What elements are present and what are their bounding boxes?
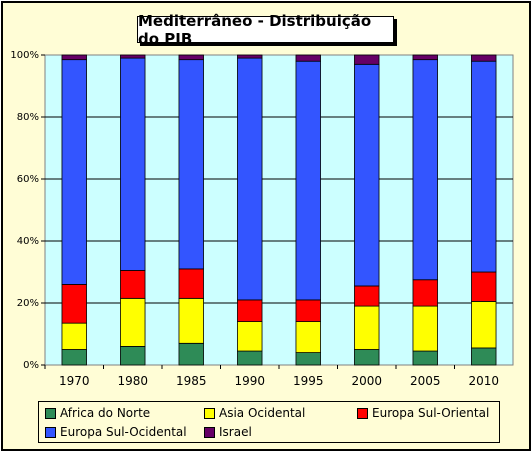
- legend-swatch: [204, 407, 215, 419]
- x-tick-label: 1990: [234, 374, 265, 388]
- y-tick-label: 100%: [10, 50, 39, 61]
- legend-item-africa-do-norte: Africa do Norte: [45, 406, 150, 420]
- legend-swatch: [45, 426, 56, 438]
- legend-label: Europa Sul-Ocidental: [60, 425, 187, 439]
- bar-segment: [237, 299, 263, 322]
- bar-segment: [178, 297, 204, 344]
- bar-segment: [61, 322, 87, 350]
- legend-swatch: [45, 407, 56, 419]
- legend-swatch: [204, 426, 215, 438]
- legend-swatch: [357, 407, 368, 419]
- bar-segment: [412, 305, 438, 352]
- bar-segment: [471, 54, 497, 62]
- legend: Africa do Norte Asia Ocidental Europa Su…: [38, 401, 500, 443]
- x-tick-label: 1985: [176, 374, 207, 388]
- bar-segment: [178, 268, 204, 299]
- bar-segment: [471, 60, 497, 273]
- bar-segment: [61, 283, 87, 324]
- bar-segment: [295, 54, 321, 62]
- y-tick-label: 60%: [17, 174, 39, 185]
- bar-segment: [120, 345, 146, 366]
- y-tick-label: 80%: [17, 112, 39, 123]
- legend-label: Europa Sul-Oriental: [372, 406, 490, 420]
- legend-item-asia-ocidental: Asia Ocidental: [204, 406, 305, 420]
- bar-segment: [471, 271, 497, 302]
- bar-segment: [412, 54, 438, 61]
- x-tick-label: 1970: [59, 374, 90, 388]
- bar-segment: [237, 321, 263, 352]
- plot-area: [44, 54, 514, 366]
- bar-segment: [471, 347, 497, 366]
- bar-segment: [412, 59, 438, 281]
- bar-segment: [354, 63, 380, 287]
- bar-segment: [237, 57, 263, 301]
- x-tick-label: 1980: [117, 374, 148, 388]
- x-tick-label: 2000: [351, 374, 382, 388]
- bar-segment: [178, 342, 204, 366]
- y-tick-label: 40%: [17, 236, 39, 247]
- y-tick-label: 0%: [23, 360, 39, 371]
- bar-segment: [412, 350, 438, 366]
- legend-item-europa-sul-ocidental: Europa Sul-Ocidental: [45, 425, 187, 439]
- bar-segment: [354, 349, 380, 366]
- bar-segment: [61, 349, 87, 366]
- legend-label: Israel: [219, 425, 252, 439]
- x-tick-label: 2005: [410, 374, 441, 388]
- bar-segment: [120, 57, 146, 271]
- bar-segment: [354, 305, 380, 350]
- bar-segment: [120, 54, 146, 59]
- bar-segment: [61, 59, 87, 285]
- bar-segment: [178, 59, 204, 270]
- x-tick-label: 1995: [293, 374, 324, 388]
- legend-label: Africa do Norte: [60, 406, 151, 420]
- bar-segment: [178, 54, 204, 61]
- bar-segment: [354, 54, 380, 65]
- x-tick-label: 2010: [468, 374, 499, 388]
- bar-segment: [295, 321, 321, 354]
- legend-item-israel: Israel: [204, 425, 252, 439]
- bar-segment: [354, 285, 380, 307]
- legend-label: Asia Ocidental: [219, 406, 306, 420]
- bar-segment: [237, 350, 263, 366]
- legend-item-europa-sul-oriental: Europa Sul-Oriental: [357, 406, 489, 420]
- y-tick-label: 20%: [17, 298, 39, 309]
- bar-segment: [295, 299, 321, 322]
- bar-segment: [295, 352, 321, 366]
- bar-segment: [120, 297, 146, 347]
- bar-segment: [295, 60, 321, 301]
- bar-segment: [237, 54, 263, 59]
- bar-segment: [412, 279, 438, 307]
- bar-segment: [471, 301, 497, 349]
- chart-title: Mediterrâneo - Distribuição do PIB: [137, 12, 394, 48]
- bar-segment: [120, 270, 146, 299]
- bar-segment: [61, 54, 87, 61]
